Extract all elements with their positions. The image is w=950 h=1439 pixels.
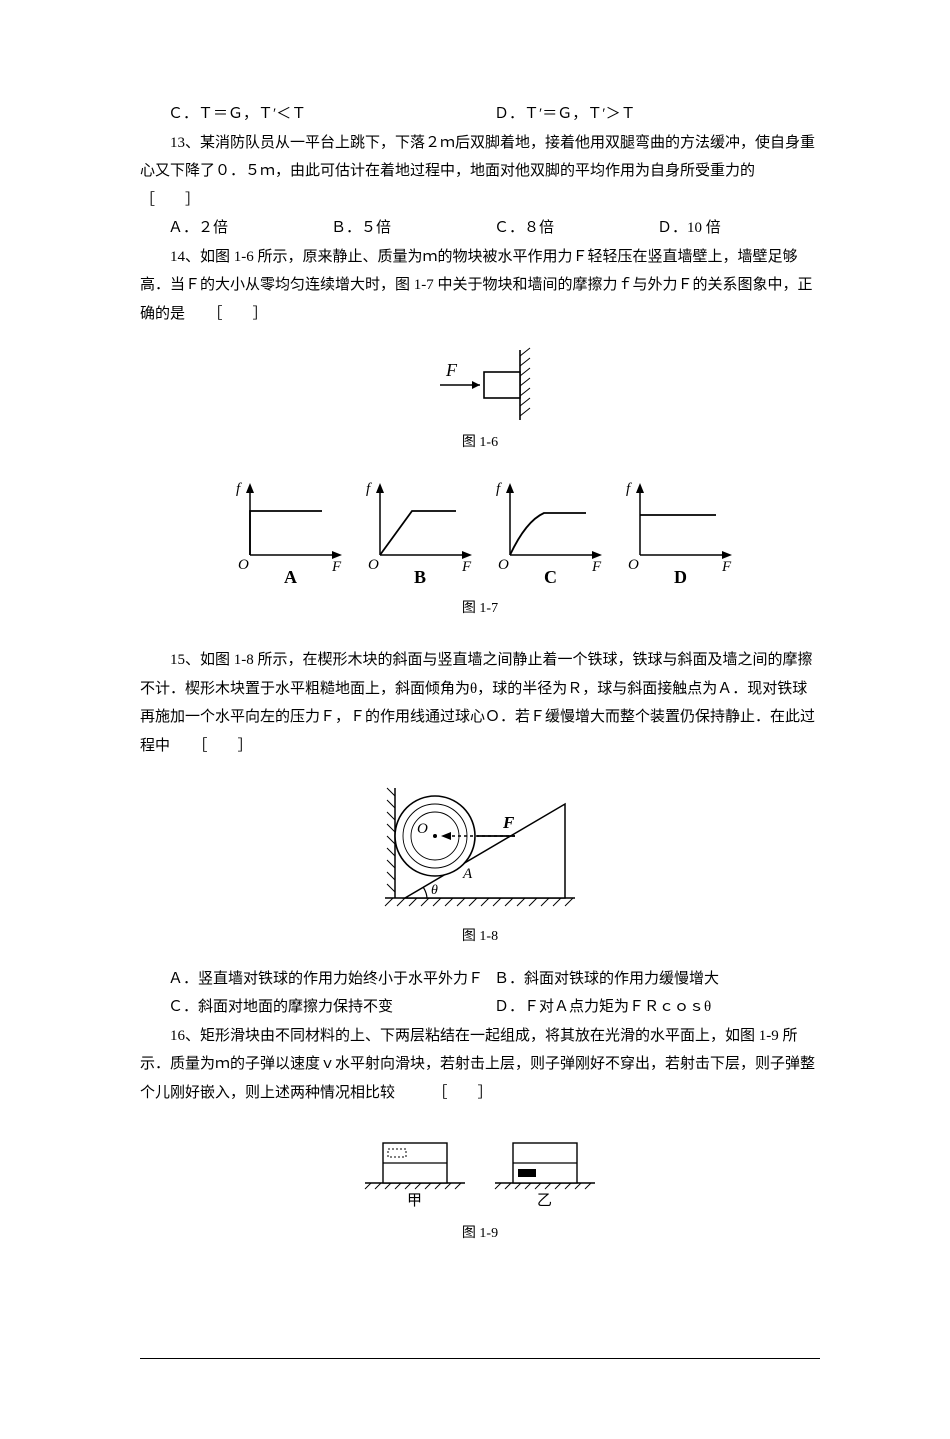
svg-text:O: O bbox=[417, 821, 428, 837]
svg-text:A: A bbox=[462, 866, 473, 882]
figure-1-9-svg: 甲 bbox=[350, 1125, 610, 1215]
spacer bbox=[140, 636, 820, 646]
svg-text:D: D bbox=[674, 567, 687, 587]
q13-option-a: Ａ．２倍 bbox=[168, 214, 331, 243]
q12-option-c: Ｃ．Ｔ＝Ｇ，Ｔ′＜Ｔ bbox=[168, 100, 494, 129]
svg-text:A: A bbox=[284, 567, 297, 587]
svg-text:乙: 乙 bbox=[537, 1193, 552, 1209]
svg-text:B: B bbox=[414, 567, 426, 587]
q15-options-row2: Ｃ．斜面对地面的摩擦力保持不变 Ｄ．Ｆ对Ａ点力矩为ＦＲｃｏｓθ bbox=[168, 993, 820, 1022]
svg-text:F: F bbox=[502, 813, 515, 832]
q12-option-d: Ｄ．Ｔ′＝Ｇ，Ｔ′＞Ｔ bbox=[494, 100, 820, 129]
figure-1-6-caption: 图 1-6 bbox=[140, 430, 820, 457]
figure-1-6-svg: F bbox=[410, 346, 550, 424]
figure-1-6: F bbox=[140, 346, 820, 424]
q13-stem: 13、某消防队员从一平台上跳下，下落２ｍ后双脚着地，接着他用双腿弯曲的方法缓冲，… bbox=[140, 129, 820, 215]
svg-text:f: f bbox=[236, 481, 242, 497]
q15-stem: 15、如图 1-8 所示，在楔形木块的斜面与竖直墙之间静止着一个铁球，铁球与斜面… bbox=[140, 646, 820, 760]
svg-text:f: f bbox=[626, 481, 632, 497]
footer-rule bbox=[140, 1358, 820, 1359]
svg-text:f: f bbox=[496, 481, 502, 497]
svg-text:F: F bbox=[721, 559, 732, 575]
svg-text:F: F bbox=[331, 559, 342, 575]
figure-1-9-caption: 图 1-9 bbox=[140, 1221, 820, 1248]
figure-1-7-caption: 图 1-7 bbox=[140, 596, 820, 623]
q15-option-d: Ｄ．Ｆ对Ａ点力矩为ＦＲｃｏｓθ bbox=[494, 993, 820, 1022]
svg-text:O: O bbox=[238, 557, 249, 573]
figure-1-8: θ O F A bbox=[140, 778, 820, 918]
figure-1-6-label-f: F bbox=[445, 360, 458, 380]
figure-1-7: f F O A f F O B bbox=[140, 475, 820, 590]
page-content: Ｃ．Ｔ＝Ｇ，Ｔ′＜Ｔ Ｄ．Ｔ′＝Ｇ，Ｔ′＞Ｔ 13、某消防队员从一平台上跳下，下… bbox=[0, 0, 950, 1439]
q15-option-c: Ｃ．斜面对地面的摩擦力保持不变 bbox=[168, 993, 494, 1022]
q16-stem: 16、矩形滑块由不同材料的上、下两层粘结在一起组成，将其放在光滑的水平面上，如图… bbox=[140, 1022, 820, 1108]
svg-text:O: O bbox=[628, 557, 639, 573]
svg-text:O: O bbox=[368, 557, 379, 573]
q15-option-a: Ａ．竖直墙对铁球的作用力始终小于水平外力Ｆ bbox=[168, 965, 494, 994]
q13-option-c: Ｃ．８倍 bbox=[494, 214, 657, 243]
svg-text:f: f bbox=[366, 481, 372, 497]
q13-option-b: Ｂ．５倍 bbox=[331, 214, 494, 243]
svg-text:θ: θ bbox=[431, 883, 438, 898]
svg-text:F: F bbox=[591, 559, 602, 575]
svg-text:F: F bbox=[461, 559, 472, 575]
figure-1-9: 甲 bbox=[140, 1125, 820, 1215]
q14-stem: 14、如图 1-6 所示，原来静止、质量为ｍ的物块被水平作用力Ｆ轻轻压在竖直墙壁… bbox=[140, 243, 820, 329]
figure-1-7-svg: f F O A f F O B bbox=[220, 475, 740, 590]
figure-1-8-svg: θ O F A bbox=[365, 778, 595, 918]
q15-option-b: Ｂ．斜面对铁球的作用力缓慢增大 bbox=[494, 965, 820, 994]
figure-1-8-caption: 图 1-8 bbox=[140, 924, 820, 951]
q13-option-d: Ｄ．10 倍 bbox=[657, 214, 820, 243]
q12-options: Ｃ．Ｔ＝Ｇ，Ｔ′＜Ｔ Ｄ．Ｔ′＝Ｇ，Ｔ′＞Ｔ bbox=[168, 100, 820, 129]
svg-text:O: O bbox=[498, 557, 509, 573]
svg-text:甲: 甲 bbox=[407, 1193, 422, 1209]
q15-options-row1: Ａ．竖直墙对铁球的作用力始终小于水平外力Ｆ Ｂ．斜面对铁球的作用力缓慢增大 bbox=[168, 965, 820, 994]
svg-text:C: C bbox=[544, 567, 557, 587]
q13-options: Ａ．２倍 Ｂ．５倍 Ｃ．８倍 Ｄ．10 倍 bbox=[168, 214, 820, 243]
